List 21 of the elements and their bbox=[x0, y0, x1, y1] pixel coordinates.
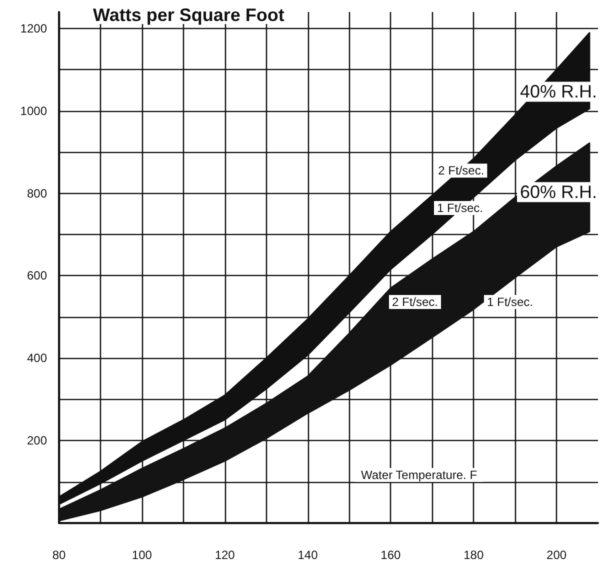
y-tick-label: 200 bbox=[26, 434, 48, 448]
annotation: 1 Ft/sec. bbox=[486, 295, 534, 309]
y-tick-label: 800 bbox=[26, 186, 48, 200]
y-tick-label: 1000 bbox=[20, 104, 48, 118]
x-tick-label: 160 bbox=[380, 548, 402, 562]
y-tick-label: 600 bbox=[26, 268, 48, 283]
annotation: 2 Ft/sec. bbox=[438, 164, 484, 178]
y-tick-label: 400 bbox=[26, 351, 48, 366]
series-label: 40% R.H. bbox=[520, 82, 598, 102]
x-tick-label: 200 bbox=[546, 548, 567, 562]
annotation: 1 Ft/sec. bbox=[436, 201, 484, 215]
annotation: 2 Ft/sec. bbox=[392, 295, 438, 309]
x-tick-label: 80 bbox=[52, 548, 66, 562]
x-tick-label: 180 bbox=[464, 548, 484, 562]
x-axis-title: Water Temperature. F bbox=[361, 468, 478, 482]
series-label: 60% R.H. bbox=[520, 182, 598, 202]
y-tick-label: 1200 bbox=[20, 21, 48, 36]
x-tick-label: 100 bbox=[132, 548, 152, 562]
y-axis-title: Watts per Square Foot bbox=[93, 5, 284, 25]
x-tick-label: 120 bbox=[214, 548, 236, 562]
x-tick-label: 140 bbox=[298, 548, 318, 562]
